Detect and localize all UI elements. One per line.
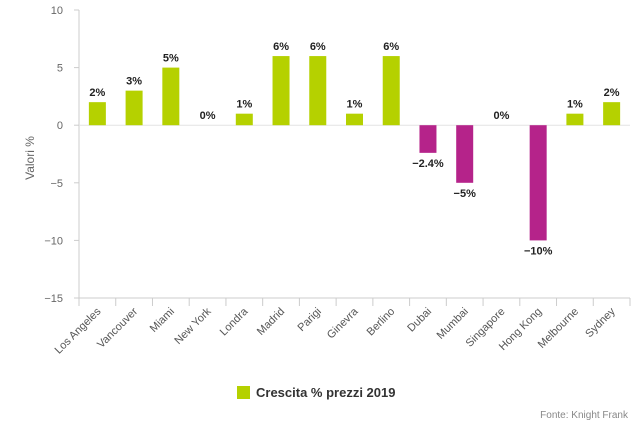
category-label: Londra [218, 305, 251, 338]
category-label: Berlino [365, 306, 398, 339]
y-axis-title: Valori % [23, 136, 37, 180]
chart-bars [88, 56, 621, 241]
category-label: Ginevra [325, 305, 361, 341]
bar[interactable] [125, 90, 143, 126]
bar[interactable] [566, 113, 584, 126]
bar[interactable] [88, 102, 106, 126]
bar[interactable] [309, 56, 327, 126]
data-label: 1% [567, 99, 583, 111]
category-label: Los Angeles [53, 305, 104, 356]
category-label: Sydney [583, 305, 618, 340]
source-note: Fonte: Knight Frank [540, 410, 628, 421]
bar[interactable] [419, 125, 437, 153]
category-label: Madrid [255, 306, 287, 338]
category-label: Parigi [296, 306, 324, 334]
data-label: 1% [347, 99, 363, 111]
y-tick-label: 10 [51, 5, 63, 17]
bar[interactable] [272, 56, 290, 126]
y-tick-label: −5 [50, 178, 63, 190]
category-label: Dubai [405, 306, 434, 335]
data-label: 6% [310, 41, 326, 53]
data-label: 6% [383, 41, 399, 53]
data-label: 5% [163, 53, 179, 65]
data-label: 0% [200, 110, 216, 122]
bar[interactable] [162, 67, 180, 126]
category-label: New York [172, 305, 214, 347]
category-label: Miami [148, 306, 177, 335]
bar[interactable] [456, 125, 474, 183]
bar[interactable] [603, 102, 621, 126]
data-label: 2% [604, 87, 620, 99]
y-tick-label: −10 [44, 235, 63, 247]
data-label: 6% [273, 41, 289, 53]
y-tick-label: 0 [57, 120, 63, 132]
data-label: 1% [236, 99, 252, 111]
bar[interactable] [382, 56, 400, 126]
y-tick-label: 5 [57, 63, 63, 75]
legend-swatch [237, 386, 250, 399]
data-label: 0% [493, 110, 509, 122]
bar[interactable] [235, 113, 253, 126]
data-label: 2% [89, 87, 105, 99]
y-tick-label: −15 [44, 293, 63, 305]
category-label: Vancouver [95, 305, 140, 350]
category-label: Mumbai [435, 306, 471, 342]
data-label: −10% [524, 245, 553, 257]
chart-legend[interactable]: Crescita % prezzi 2019 [237, 385, 395, 400]
bar[interactable] [529, 125, 547, 241]
data-label: 3% [126, 76, 142, 88]
bar-chart: 10 5 0 −5 −10 −15 Valori % 2% Los Angeles 3% Vanc… [23, 5, 631, 357]
data-label: −5% [454, 188, 477, 200]
legend-label: Crescita % prezzi 2019 [256, 385, 396, 400]
data-label: −2.4% [412, 158, 444, 170]
bar[interactable] [346, 113, 363, 126]
